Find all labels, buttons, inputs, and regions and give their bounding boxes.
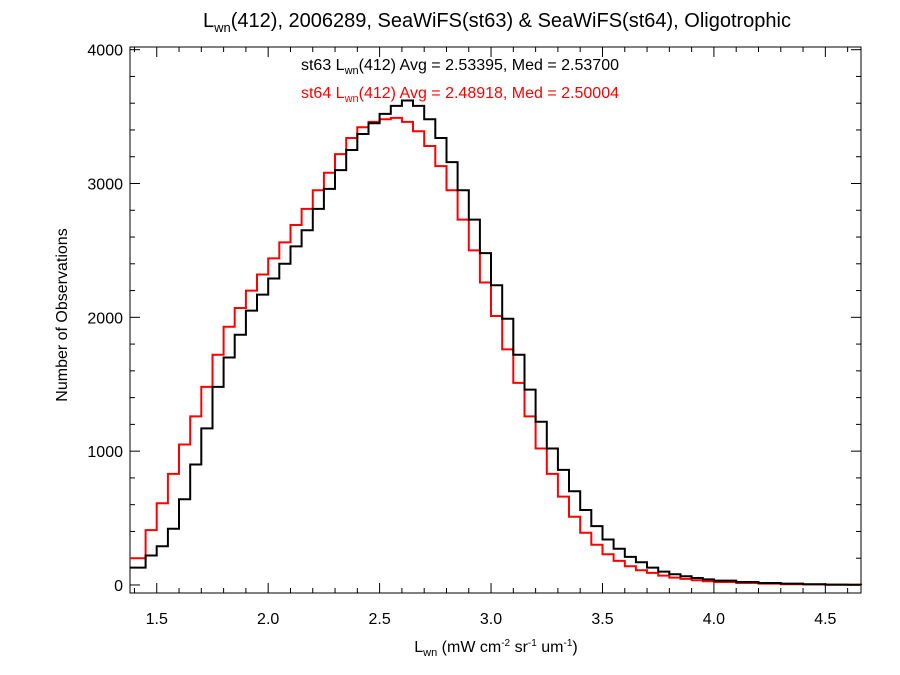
x-tick-label: 3.5 <box>591 611 613 628</box>
x-tick-label: 2.0 <box>257 611 279 628</box>
x-tick-label: 2.5 <box>368 611 390 628</box>
y-tick-label: 1000 <box>87 444 123 461</box>
x-axis-label: Lwn (mW cm-2 sr-1 um-1) <box>414 638 577 659</box>
annotation-st64: st64 Lwn(412) Avg = 2.48918, Med = 2.500… <box>301 85 619 105</box>
x-tick-label: 4.0 <box>703 611 725 628</box>
chart-title: Lwn(412), 2006289, SeaWiFS(st63) & SeaWi… <box>203 10 791 35</box>
x-tick-label: 3.0 <box>480 611 502 628</box>
plot-frame <box>129 46 862 594</box>
annotation-st63: st63 Lwn(412) Avg = 2.53395, Med = 2.537… <box>301 57 619 77</box>
x-tick-label: 1.5 <box>146 611 168 628</box>
y-tick-label: 3000 <box>87 177 123 194</box>
series-line-st63 <box>130 99 862 586</box>
y-tick-label: 4000 <box>87 43 123 60</box>
y-tick-label: 0 <box>114 578 123 595</box>
y-tick-label: 2000 <box>87 310 123 327</box>
y-axis-label: Number of Observations <box>54 228 71 401</box>
x-tick-label: 4.5 <box>814 611 836 628</box>
plot-area: 1.5 2.0 2.5 3.0 3.5 4.0 4.5 0 1000 2000 3000 4000 <box>87 43 862 628</box>
